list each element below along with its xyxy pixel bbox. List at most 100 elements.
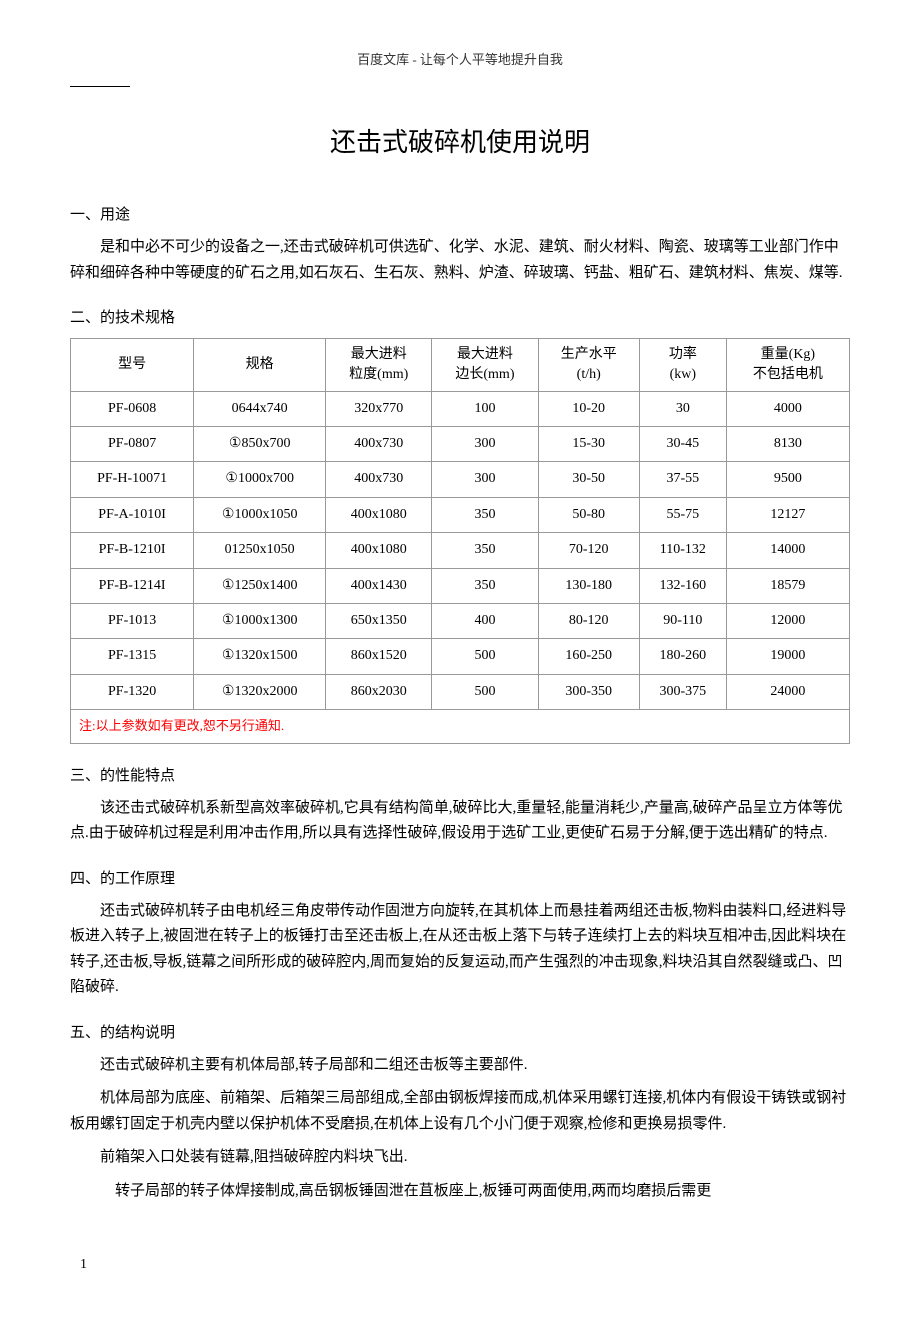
section-four-heading: 四、的工作原理 (70, 867, 850, 891)
spec-table-note: 注:以上参数如有更改,恕不另行通知. (71, 710, 850, 744)
table-cell: ①1000x1300 (194, 603, 326, 638)
spec-table-header-row: 型号 规格 最大进料粒度(mm) 最大进料边长(mm) 生产水平 (t/h) 功率… (71, 339, 850, 391)
table-cell: 300-375 (639, 674, 726, 709)
table-cell: 14000 (726, 533, 849, 568)
col-model-l1: 型号 (118, 357, 146, 372)
table-cell: PF-H-10071 (71, 462, 194, 497)
table-cell: ①1000x1050 (194, 497, 326, 532)
table-cell: 100 (432, 391, 538, 426)
col-weight-l2: 不包括电机 (753, 367, 823, 382)
table-cell: 320x770 (326, 391, 432, 426)
table-cell: 50-80 (538, 497, 639, 532)
col-power-l1: 功率 (669, 347, 697, 362)
table-cell: 400x1430 (326, 568, 432, 603)
table-cell: PF-0807 (71, 426, 194, 461)
table-cell: PF-B-1214I (71, 568, 194, 603)
table-cell: 400x1080 (326, 497, 432, 532)
table-cell: 132-160 (639, 568, 726, 603)
section-five-heading: 五、的结构说明 (70, 1021, 850, 1045)
table-cell: PF-A-1010I (71, 497, 194, 532)
table-row: PF-A-1010I①1000x1050400x108035050-8055-7… (71, 497, 850, 532)
col-maxfeed-edge: 最大进料边长(mm) (432, 339, 538, 391)
table-cell: 70-120 (538, 533, 639, 568)
col-weight: 重量(Kg) 不包括电机 (726, 339, 849, 391)
table-cell: 0644x740 (194, 391, 326, 426)
table-cell: 300 (432, 426, 538, 461)
table-cell: 55-75 (639, 497, 726, 532)
spec-table: 型号 规格 最大进料粒度(mm) 最大进料边长(mm) 生产水平 (t/h) 功率… (70, 338, 850, 744)
table-cell: 400x1080 (326, 533, 432, 568)
table-row: PF-B-1210I01250x1050400x108035070-120110… (71, 533, 850, 568)
section-three-heading: 三、的性能特点 (70, 764, 850, 788)
table-cell: 300-350 (538, 674, 639, 709)
spec-table-body: PF-06080644x740320x77010010-20304000PF-0… (71, 391, 850, 710)
table-cell: 400x730 (326, 462, 432, 497)
table-row: PF-1315①1320x1500860x1520500160-250180-2… (71, 639, 850, 674)
col-spec: 规格 (194, 339, 326, 391)
footer-page-number: 1 (70, 1254, 850, 1276)
section-five-p1: 还击式破碎机主要有机体局部,转子局部和二组还击板等主要部件. (70, 1053, 850, 1079)
section-one-paragraph: 是和中必不可少的设备之一,还击式破碎机可供选矿、化学、水泥、建筑、耐火材料、陶瓷… (70, 235, 850, 286)
col-weight-l1: 重量(Kg) (761, 347, 815, 362)
section-one-heading: 一、用途 (70, 203, 850, 227)
table-cell: 30-45 (639, 426, 726, 461)
table-cell: 130-180 (538, 568, 639, 603)
table-cell: ①1000x700 (194, 462, 326, 497)
table-cell: 9500 (726, 462, 849, 497)
table-cell: 12127 (726, 497, 849, 532)
table-row: PF-H-10071①1000x700400x73030030-5037-559… (71, 462, 850, 497)
col-capacity-l1: 生产水平 (561, 347, 617, 362)
table-cell: 180-260 (639, 639, 726, 674)
col-maxfeed-edge-l1: 最大进料 (457, 347, 513, 362)
table-cell: 160-250 (538, 639, 639, 674)
table-cell: 24000 (726, 674, 849, 709)
table-cell: 500 (432, 639, 538, 674)
table-cell: 30-50 (538, 462, 639, 497)
table-row: PF-0807①850x700400x73030015-3030-458130 (71, 426, 850, 461)
table-cell: 80-120 (538, 603, 639, 638)
table-cell: 110-132 (639, 533, 726, 568)
table-row: PF-B-1214I①1250x1400400x1430350130-18013… (71, 568, 850, 603)
page-title: 还击式破碎机使用说明 (70, 122, 850, 164)
col-maxfeed-size-l2: 粒度(mm) (349, 367, 408, 382)
table-cell: 8130 (726, 426, 849, 461)
table-cell: PF-1315 (71, 639, 194, 674)
table-cell: 15-30 (538, 426, 639, 461)
spec-table-foot: 注:以上参数如有更改,恕不另行通知. (71, 710, 850, 744)
section-four-paragraph: 还击式破碎机转子由电机经三角皮带传动作固泄方向旋转,在其机体上而悬挂着两组还击板… (70, 899, 850, 1001)
table-cell: 19000 (726, 639, 849, 674)
table-cell: 350 (432, 497, 538, 532)
section-five-p4: 转子局部的转子体焊接制成,高岳钢板锤固泄在苴板座上,板锤可两面使用,两而均磨损后… (70, 1179, 850, 1205)
table-cell: 400x730 (326, 426, 432, 461)
col-power-l2: (kw) (670, 367, 696, 382)
table-cell: 01250x1050 (194, 533, 326, 568)
table-cell: PF-1320 (71, 674, 194, 709)
col-model: 型号 (71, 339, 194, 391)
table-row: PF-1320①1320x2000860x2030500300-350300-3… (71, 674, 850, 709)
col-capacity-l2: (t/h) (577, 367, 601, 382)
table-cell: PF-0608 (71, 391, 194, 426)
col-power: 功率 (kw) (639, 339, 726, 391)
table-cell: PF-1013 (71, 603, 194, 638)
col-maxfeed-edge-l2: 边长(mm) (455, 367, 514, 382)
col-maxfeed-size-l1: 最大进料 (351, 347, 407, 362)
table-row: PF-1013①1000x1300650x135040080-12090-110… (71, 603, 850, 638)
table-cell: PF-B-1210I (71, 533, 194, 568)
col-capacity: 生产水平 (t/h) (538, 339, 639, 391)
table-cell: ①1320x1500 (194, 639, 326, 674)
header-underline (70, 86, 130, 87)
section-five-p2: 机体局部为底座、前箱架、后箱架三局部组成,全部由钢板焊接而成,机体采用螺钉连接,… (70, 1086, 850, 1137)
table-cell: 350 (432, 533, 538, 568)
col-maxfeed-size: 最大进料粒度(mm) (326, 339, 432, 391)
table-cell: 860x2030 (326, 674, 432, 709)
table-row: PF-06080644x740320x77010010-20304000 (71, 391, 850, 426)
spec-table-note-row: 注:以上参数如有更改,恕不另行通知. (71, 710, 850, 744)
col-spec-l1: 规格 (246, 357, 274, 372)
table-cell: 860x1520 (326, 639, 432, 674)
table-cell: 90-110 (639, 603, 726, 638)
table-cell: 350 (432, 568, 538, 603)
table-cell: 4000 (726, 391, 849, 426)
table-cell: 500 (432, 674, 538, 709)
table-cell: ①1250x1400 (194, 568, 326, 603)
section-two-heading: 二、的技术规格 (70, 306, 850, 330)
